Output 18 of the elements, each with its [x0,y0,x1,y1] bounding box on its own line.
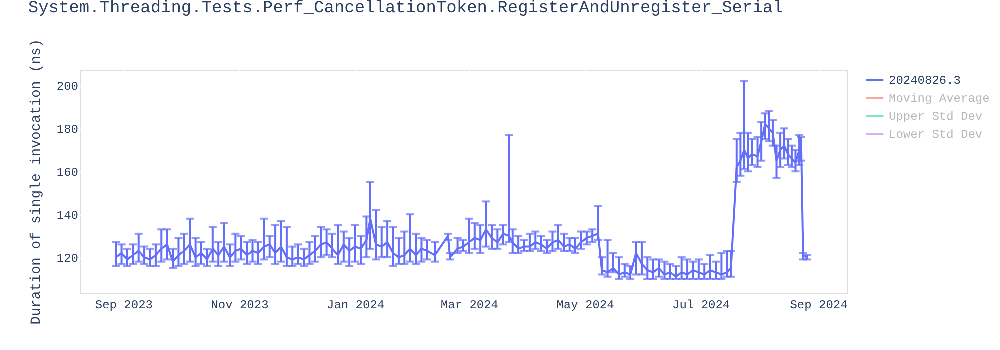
x-tick-label: Nov 2023 [211,298,269,312]
x-tick-label: Sep 2023 [95,298,153,312]
y-tick-label: 160 [56,166,78,180]
y-tick-label: 180 [56,123,78,138]
legend-label: Moving Average [889,92,990,106]
x-tick-label: May 2024 [556,298,614,312]
chart-title: System.Threading.Tests.Perf_CancellationToken.RegisterAndUnregister_Serial [28,0,784,19]
y-tick-label: 140 [56,209,78,224]
x-tick-label: Sep 2024 [790,298,848,312]
x-tick-label: Jan 2024 [326,298,385,312]
legend-label: Lower Std Dev [889,128,983,142]
y-axis-title: Duration of single invocation (ns) [28,39,45,325]
legend-label: Upper Std Dev [889,110,983,124]
x-tick-label: Jul 2024 [672,298,730,312]
legend-label: 20240826.3 [889,74,962,88]
y-tick-label: 120 [56,252,78,266]
x-tick-label: Mar 2024 [440,298,498,312]
y-tick-label: 200 [56,80,78,94]
